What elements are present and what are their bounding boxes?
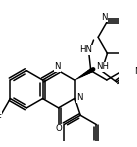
Text: N: N [101, 13, 108, 22]
Text: F: F [0, 114, 1, 123]
Text: N: N [134, 67, 137, 76]
Text: HN: HN [80, 45, 93, 54]
Text: NH: NH [96, 62, 109, 71]
Text: N: N [77, 93, 83, 102]
Text: N: N [54, 62, 61, 71]
Text: O: O [55, 124, 62, 133]
